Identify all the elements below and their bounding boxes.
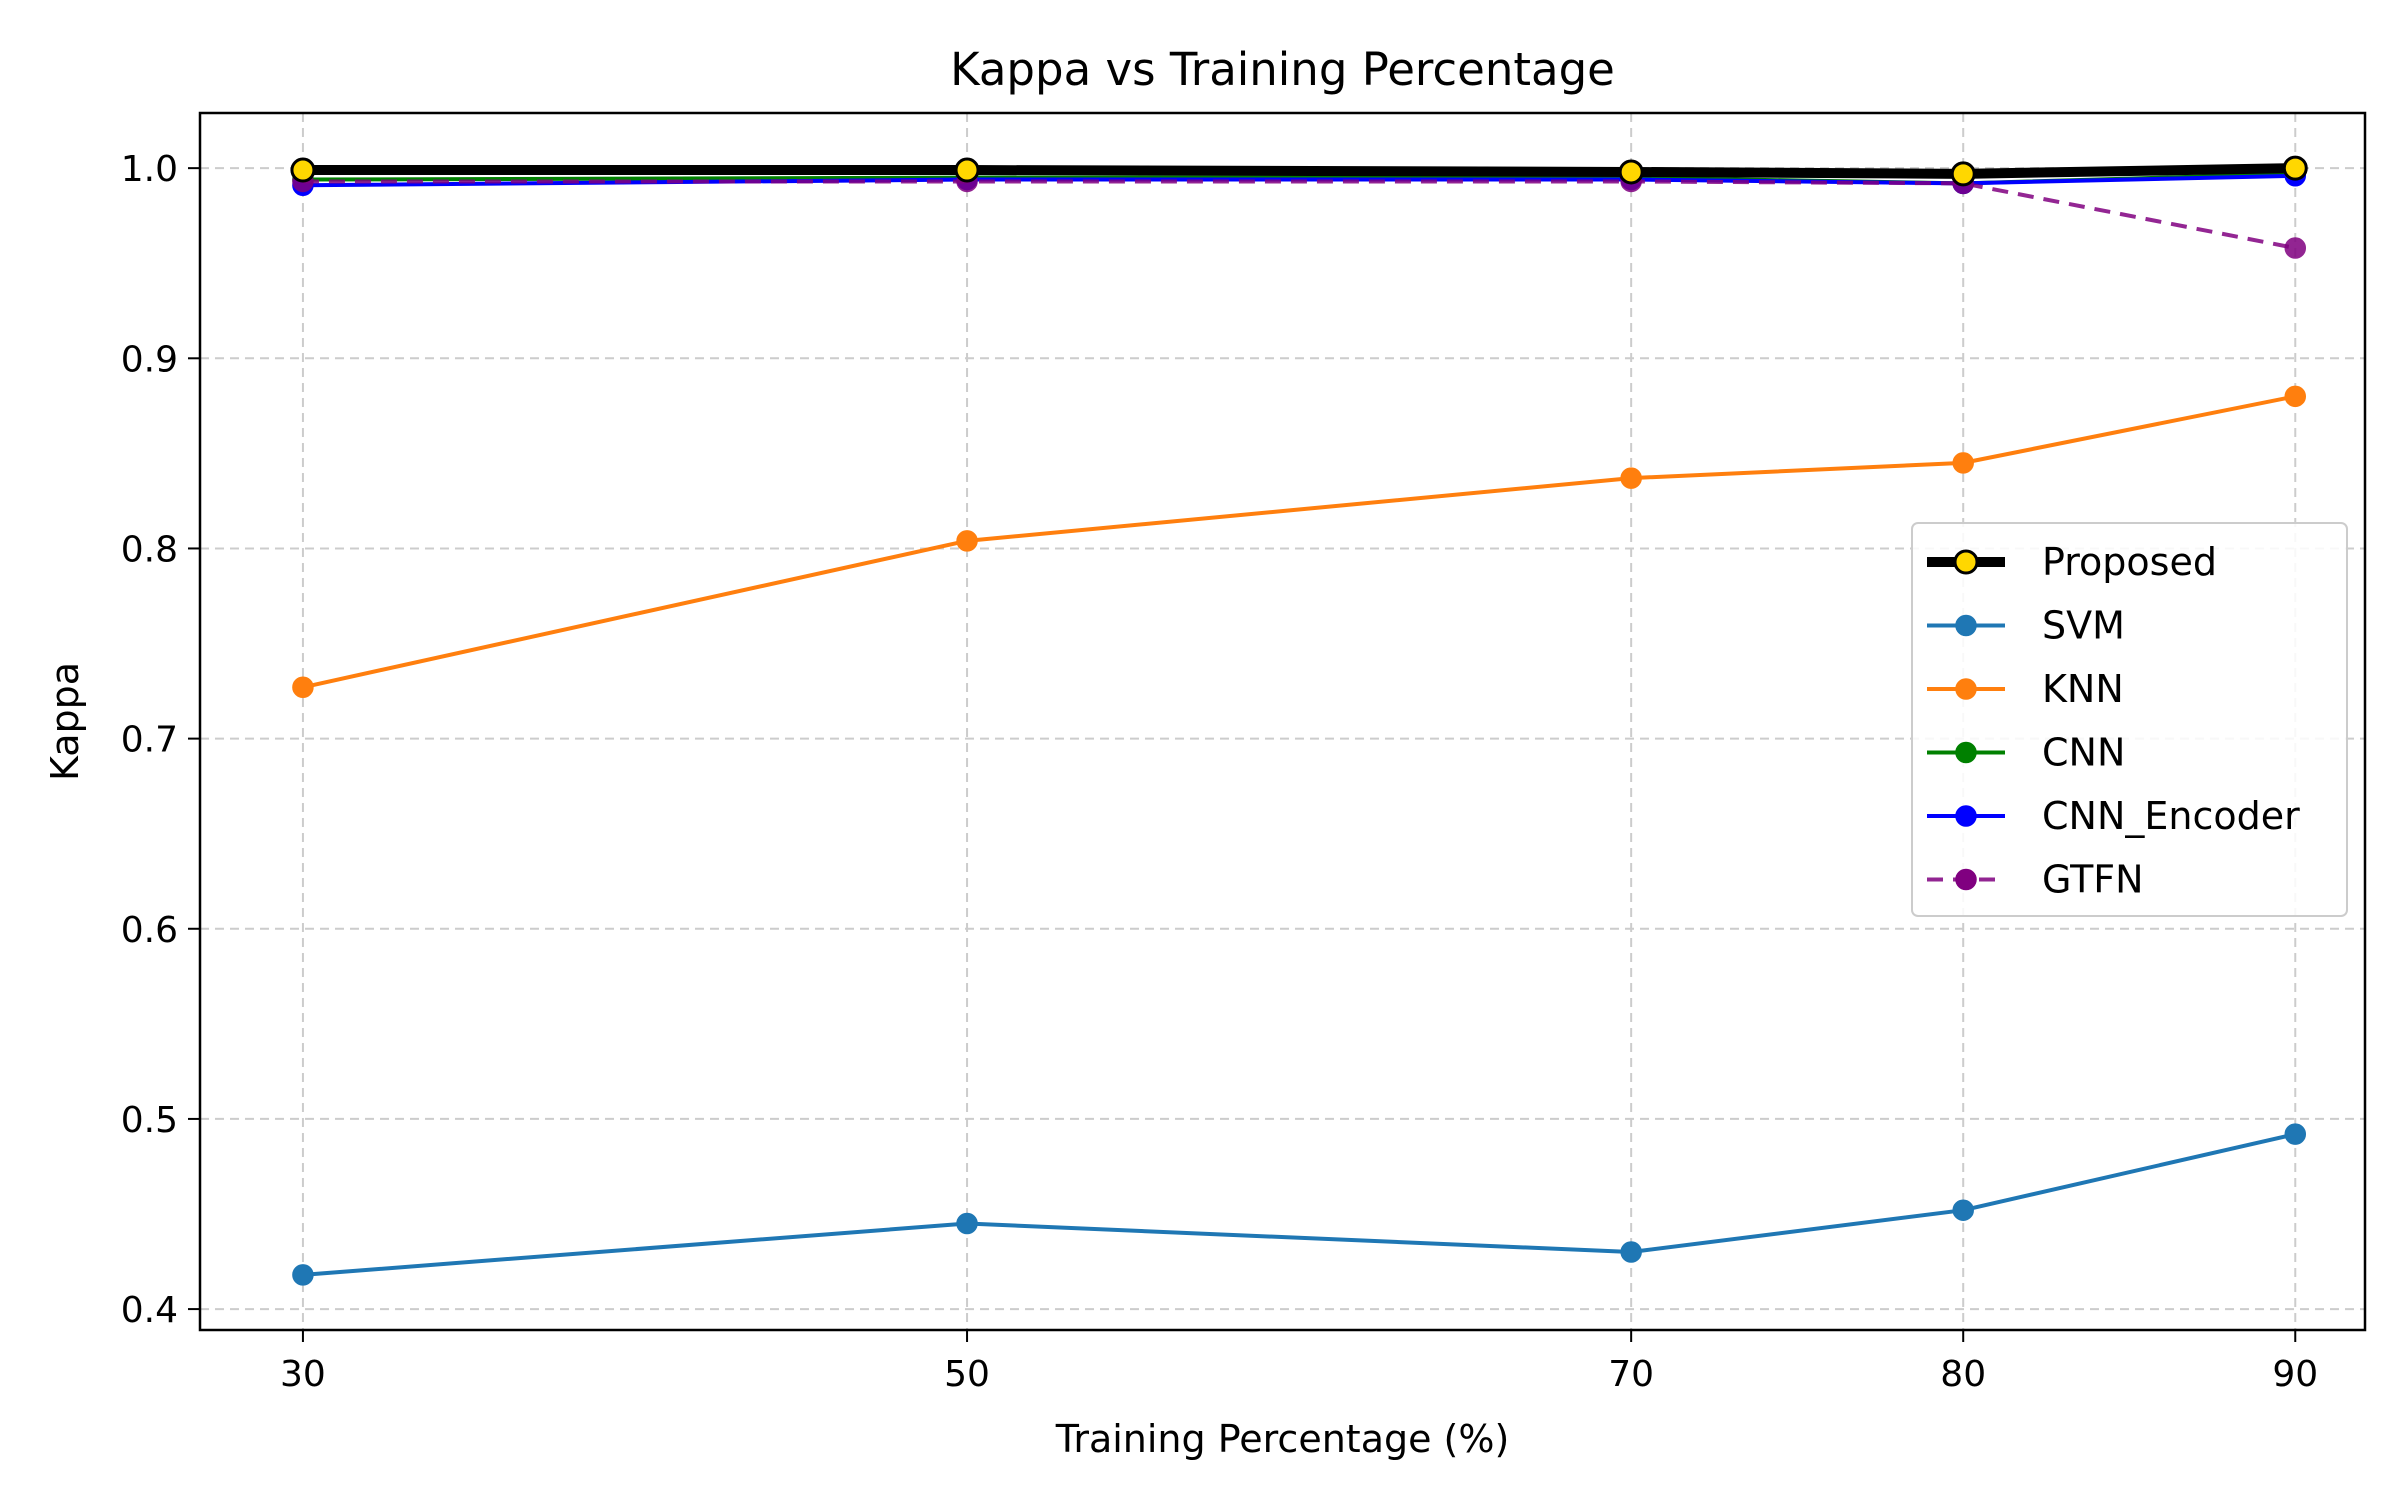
x-tick-label: 80 [1940,1354,1986,1395]
x-tick-label: 90 [2272,1354,2318,1395]
y-tick-label: 0.6 [121,910,178,951]
legend-item-cnn: CNN [1927,731,2125,775]
data-point-proposed [954,157,980,183]
legend-label-proposed: Proposed [2042,540,2217,584]
legend-marker-cnn [1955,741,1977,764]
data-point-svm [1620,1241,1642,1263]
y-tick-label: 0.5 [121,1100,178,1141]
y-tick-label: 0.8 [121,529,178,570]
x-axis-label: Training Percentage (%) [1055,1417,1510,1461]
series-knn [292,385,2307,699]
data-point-proposed [2282,155,2308,181]
x-tick-label: 30 [280,1354,326,1395]
data-point-knn [292,676,314,699]
legend-marker-cnn-encoder [1955,805,1977,827]
series-line-proposed [297,163,2301,179]
series-line-svm [300,1132,2298,1277]
y-tick-label: 0.9 [121,339,178,380]
legend-marker-svm [1955,614,1977,637]
x-tick-label: 50 [944,1354,990,1395]
data-point-knn [2284,385,2307,408]
series-svm [292,1123,2307,1286]
legend-label-gtfn: GTFN [2042,858,2144,902]
ticks-layer: 30 50 70 80 90 0.4 0.5 0.6 0.7 0.8 0.9 1.0 [121,149,2318,1395]
series-line-gtfn [302,179,2296,250]
legend-label-svm: SVM [2042,604,2125,648]
legend-item-cnn-encoder: CNN_Encoder [1927,794,2300,838]
legend-item-proposed: Proposed [1927,540,2217,584]
y-tick-label: 0.4 [121,1290,178,1331]
plot-frame [198,111,2367,1332]
data-point-knn [956,530,978,552]
legend-marker-gtfn [1955,868,1977,891]
legend-marker-proposed [1953,549,1979,575]
legend-label-cnn: CNN [2042,731,2125,775]
chart-title: Kappa vs Training Percentage [950,43,1615,96]
legend-item-gtfn: GTFN [1927,858,2144,902]
data-point-svm [2284,1123,2307,1145]
y-tick-label: 0.7 [121,720,178,761]
series-proposed [290,155,2308,187]
data-point-proposed [1618,159,1644,185]
legend-label-knn: KNN [2042,667,2124,711]
data-point-gtfn [2284,237,2307,259]
x-tick-label: 70 [1608,1354,1654,1395]
data-point-knn [1952,452,1974,474]
legend-item-knn: KNN [1927,667,2124,711]
data-point-svm [292,1264,314,1286]
legend-box [1911,522,2348,917]
data-point-proposed [290,157,316,183]
series-layer [290,155,2308,1286]
data-point-knn [1620,467,1642,489]
legend-marker-knn [1955,678,1977,700]
legend-label-cnn-encoder: CNN_Encoder [2042,794,2300,838]
data-point-svm [956,1212,978,1235]
data-point-svm [1952,1199,1974,1221]
data-point-proposed [1950,161,1976,187]
y-axis-label: Kappa [43,662,87,781]
legend: Proposed SVM KNN CNN CNN_Encoder GTFN [1911,522,2348,917]
legend-item-svm: SVM [1927,604,2125,648]
y-tick-label: 1.0 [121,149,178,190]
